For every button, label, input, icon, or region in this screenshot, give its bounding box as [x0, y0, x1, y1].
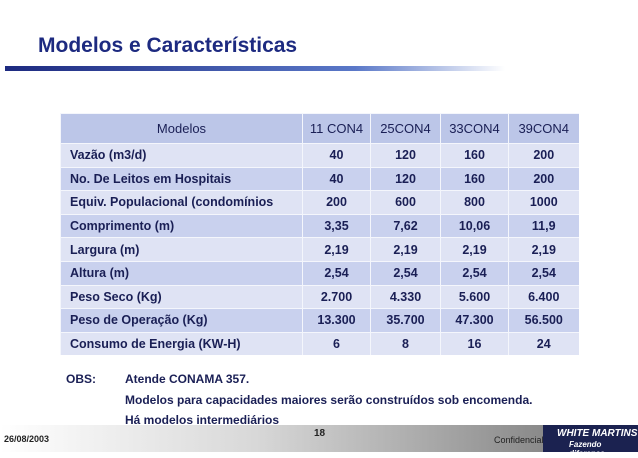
- value-cell: 5.600: [440, 284, 509, 309]
- table-row: Altura (m) 2,54 2,54 2,54 2,54: [60, 260, 579, 286]
- value-cell: 200: [302, 190, 371, 215]
- header-cell: 39CON4: [508, 113, 579, 144]
- label-cell: No. De Leitos em Hospitais: [60, 166, 303, 191]
- value-cell: 160: [440, 143, 509, 168]
- table-row: Largura (m) 2,19 2,19 2,19 2,19: [60, 237, 579, 262]
- table-row: Equiv. Populacional (condomínios 200 600 80…: [60, 190, 579, 215]
- value-cell: 47.300: [440, 308, 509, 333]
- table-row: Comprimento (m) 3,35 7,62 10,06 11,9: [60, 213, 579, 238]
- label-cell: Altura (m): [60, 260, 303, 286]
- label-cell: Peso Seco (Kg): [60, 284, 303, 309]
- value-cell: 2,19: [370, 237, 441, 262]
- value-cell: 800: [440, 190, 509, 215]
- value-cell: 2,54: [508, 260, 579, 286]
- slide-title: Modelos e Características: [38, 34, 298, 57]
- title-rule: [5, 66, 505, 71]
- table-row: Consumo de Energia (KW-H) 6 8 16 24: [60, 331, 579, 356]
- logo-slogan: Fazendo diferença: [569, 440, 605, 458]
- models-table: Modelos 11 CON4 25CON4 33CON4 39CON4 Vazão (m…: [60, 113, 579, 356]
- value-cell: 11,9: [508, 213, 579, 238]
- value-cell: 6.400: [508, 284, 579, 309]
- value-cell: 1000: [508, 190, 579, 215]
- value-cell: 120: [370, 166, 441, 191]
- label-cell: Comprimento (m): [60, 213, 303, 238]
- header-row: Modelos 11 CON4 25CON4 33CON4 39CON4: [60, 113, 579, 144]
- confidential: Confidencial: [494, 435, 544, 445]
- value-cell: 10,06: [440, 213, 509, 238]
- notes-label: OBS:: [66, 372, 96, 386]
- header-cell: 25CON4: [370, 113, 441, 144]
- value-cell: 6: [302, 331, 371, 356]
- value-cell: 160: [440, 166, 509, 191]
- value-cell: 200: [508, 166, 579, 191]
- value-cell: 200: [508, 143, 579, 168]
- value-cell: 120: [370, 143, 441, 168]
- value-cell: 3,35: [302, 213, 371, 238]
- table-row: No. De Leitos em Hospitais 40 120 160 200: [60, 166, 579, 191]
- label-cell: Equiv. Populacional (condomínios: [60, 190, 303, 215]
- value-cell: 2,19: [302, 237, 371, 262]
- table-row: Peso de Operação (Kg) 13.300 35.700 47.300 5…: [60, 308, 579, 333]
- value-cell: 13.300: [302, 308, 371, 333]
- value-cell: 40: [302, 143, 371, 168]
- value-cell: 2.700: [302, 284, 371, 309]
- table-row: Vazão (m3/d) 40 120 160 200: [60, 143, 579, 168]
- value-cell: 2,19: [508, 237, 579, 262]
- header-cell: Modelos: [60, 113, 303, 144]
- value-cell: 24: [508, 331, 579, 356]
- logo: WHITE MARTINS Fazendo diferença: [543, 425, 638, 458]
- value-cell: 600: [370, 190, 441, 215]
- label-cell: Largura (m): [60, 237, 303, 262]
- value-cell: 2,54: [370, 260, 441, 286]
- note-line: Há modelos intermediários: [125, 413, 280, 427]
- value-cell: 35.700: [370, 308, 441, 333]
- header-cell: 33CON4: [440, 113, 509, 144]
- footer: 26/08/2003 18 Confidencial WHITE MARTINS…: [0, 425, 638, 458]
- label-cell: Peso de Operação (Kg): [60, 308, 303, 333]
- note-line: Atende CONAMA 357.: [125, 372, 250, 386]
- value-cell: 40: [302, 166, 371, 191]
- value-cell: 56.500: [508, 308, 579, 333]
- value-cell: 2,54: [440, 260, 509, 286]
- value-cell: 2,19: [440, 237, 509, 262]
- label-cell: Vazão (m3/d): [60, 143, 303, 168]
- value-cell: 16: [440, 331, 509, 356]
- header-cell: 11 CON4: [302, 113, 371, 144]
- value-cell: 7,62: [370, 213, 441, 238]
- footer-date: 26/08/2003: [4, 434, 50, 444]
- page-number: 18: [314, 428, 326, 439]
- value-cell: 8: [370, 331, 441, 356]
- label-cell: Consumo de Energia (KW-H): [60, 331, 303, 356]
- table-row: Peso Seco (Kg) 2.700 4.330 5.600 6.400: [60, 284, 579, 309]
- logo-text: WHITE MARTINS: [557, 428, 638, 439]
- value-cell: 4.330: [370, 284, 441, 309]
- value-cell: 2,54: [302, 260, 371, 286]
- note-line: Modelos para capacidades maiores serão c…: [125, 392, 533, 407]
